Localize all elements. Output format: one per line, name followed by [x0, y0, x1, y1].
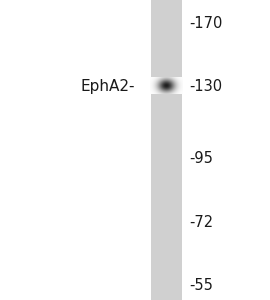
- Text: -72: -72: [189, 215, 213, 230]
- Text: EphA2-: EphA2-: [80, 79, 135, 94]
- Text: -170: -170: [189, 16, 222, 32]
- Text: -55: -55: [189, 278, 213, 292]
- Text: -95: -95: [189, 151, 213, 166]
- Text: -130: -130: [189, 79, 222, 94]
- Bar: [151, 0, 181, 300]
